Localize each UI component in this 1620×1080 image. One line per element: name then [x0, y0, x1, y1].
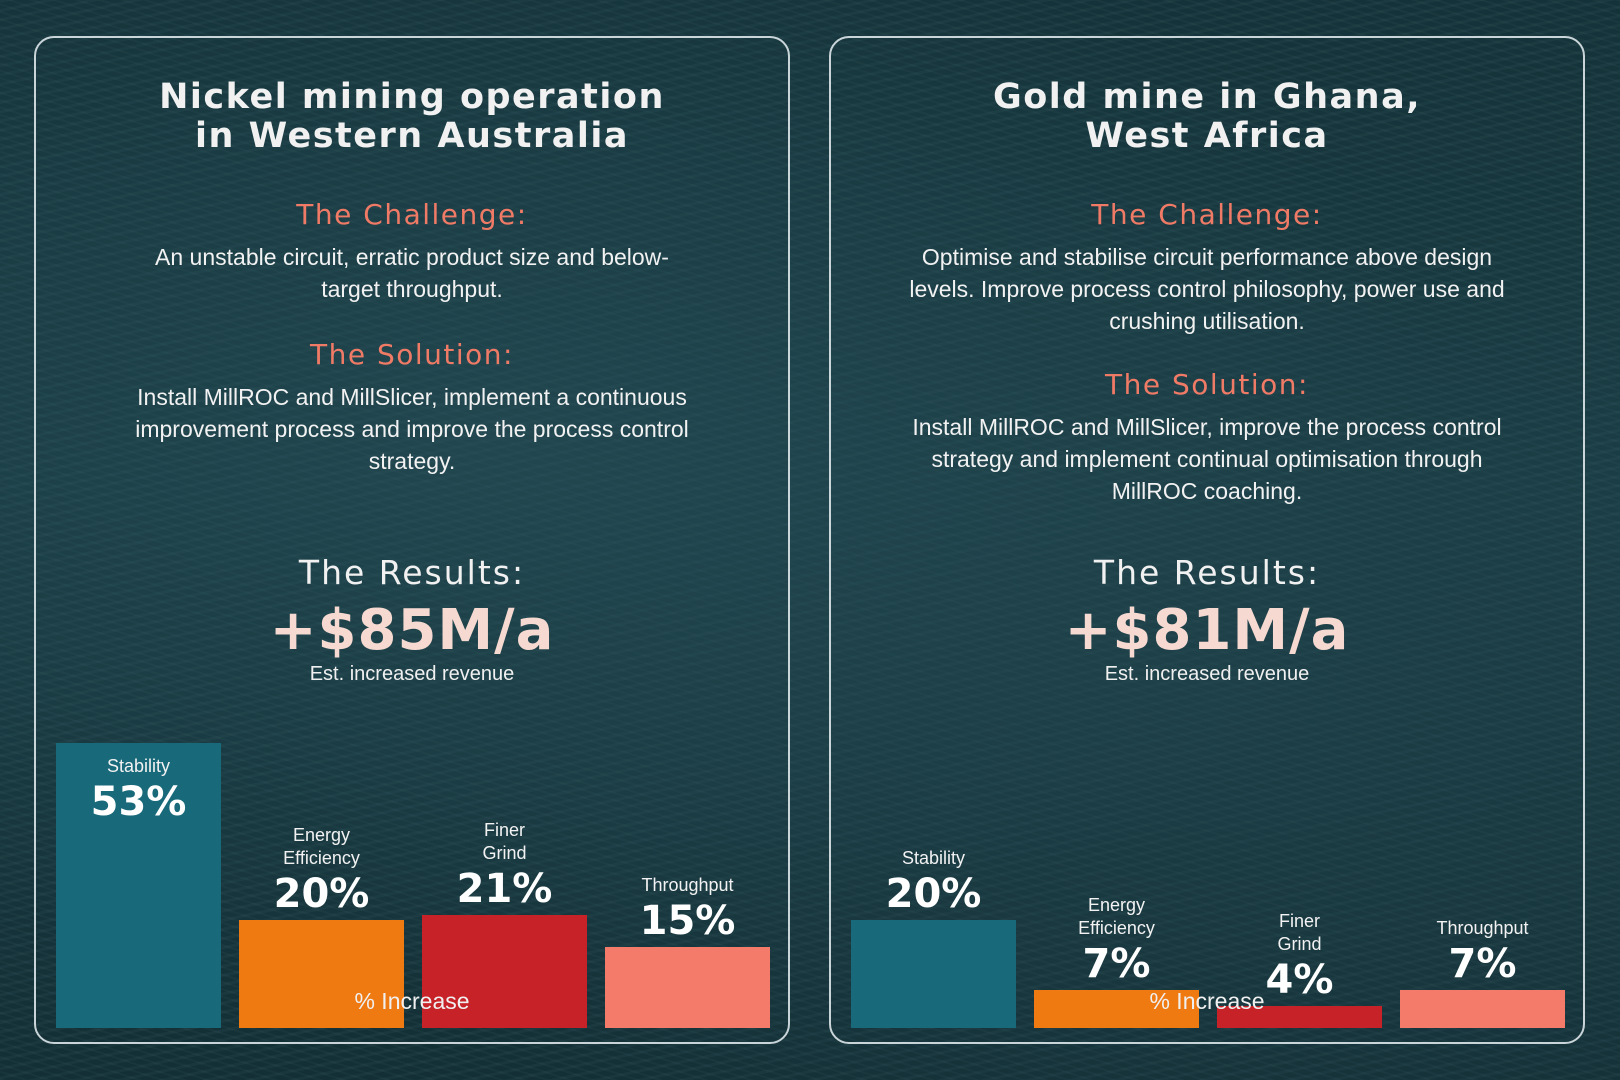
- bar-throughput: [1400, 990, 1565, 1028]
- challenge-heading: The Challenge:: [296, 198, 528, 231]
- results-note: Est. increased revenue: [309, 663, 515, 685]
- bar-value-energy-efficiency: 7%: [1082, 941, 1151, 987]
- card-title: Nickel mining operation in Western Austr…: [36, 78, 788, 156]
- bar-value-finer-grind: 21%: [456, 866, 553, 912]
- bar-stability: [56, 743, 221, 1028]
- results-bar-chart: Stability 20% Energy Efficiency 7% Finer Grind…: [851, 718, 1567, 1028]
- bar-value-throughput: 7%: [1448, 941, 1517, 987]
- bar-energy-efficiency: [239, 920, 404, 1028]
- bar-label-throughput: Throughput: [1436, 918, 1529, 938]
- results-heading: The Results:: [1093, 553, 1321, 592]
- card-title-line-1: Gold mine in Ghana,: [992, 77, 1421, 117]
- card-title-line-1: Nickel mining operation: [159, 77, 665, 117]
- bar-label-stability: Stability: [901, 848, 966, 868]
- bar-value-energy-efficiency: 20%: [273, 871, 370, 917]
- results-value: +$85M/a: [269, 598, 555, 663]
- bar-label-throughput: Throughput: [641, 875, 734, 895]
- bar-label-stability: Stability: [106, 756, 171, 776]
- bar-label-finer-grind: Finer Grind: [1277, 911, 1322, 954]
- solution-text: Install MillROC and MillSlicer, improve …: [912, 414, 1502, 504]
- challenge-text: An unstable circuit, erratic product siz…: [155, 244, 669, 302]
- bar-value-finer-grind: 4%: [1265, 957, 1334, 1003]
- bar-finer-grind: [422, 915, 587, 1028]
- card-title-line-2: in Western Australia: [195, 116, 629, 156]
- bar-label-energy-efficiency: Energy Efficiency: [283, 825, 360, 868]
- bar-throughput: [605, 947, 770, 1028]
- case-study-card-nickel: Nickel mining operation in Western Austr…: [34, 36, 790, 1044]
- chart-axis-label: % Increase: [1149, 988, 1265, 1014]
- bar-stability: [851, 920, 1016, 1028]
- bar-label-energy-efficiency: Energy Efficiency: [1078, 895, 1155, 938]
- bar-label-finer-grind: Finer Grind: [482, 820, 527, 863]
- results-heading: The Results:: [298, 553, 526, 592]
- case-study-card-gold: Gold mine in Ghana, West Africa The Chal…: [829, 36, 1585, 1044]
- bar-value-stability: 53%: [90, 779, 187, 825]
- card-title: Gold mine in Ghana, West Africa: [831, 78, 1583, 156]
- solution-text: Install MillROC and MillSlicer, implemen…: [135, 384, 689, 474]
- results-bar-chart: Stability 53% Energy Efficiency 20% Finer Grin…: [56, 718, 772, 1028]
- results-value: +$81M/a: [1064, 598, 1350, 663]
- bar-energy-efficiency: [1034, 990, 1199, 1028]
- bar-value-stability: 20%: [885, 871, 982, 917]
- challenge-text: Optimise and stabilise circuit performan…: [909, 244, 1505, 334]
- bar-finer-grind: [1217, 1006, 1382, 1028]
- solution-heading: The Solution:: [310, 338, 514, 371]
- bar-value-throughput: 15%: [639, 898, 736, 944]
- chart-axis-label: % Increase: [354, 988, 470, 1014]
- results-note: Est. increased revenue: [1104, 663, 1310, 685]
- solution-heading: The Solution:: [1105, 368, 1309, 401]
- challenge-heading: The Challenge:: [1091, 198, 1323, 231]
- card-title-line-2: West Africa: [1085, 116, 1329, 156]
